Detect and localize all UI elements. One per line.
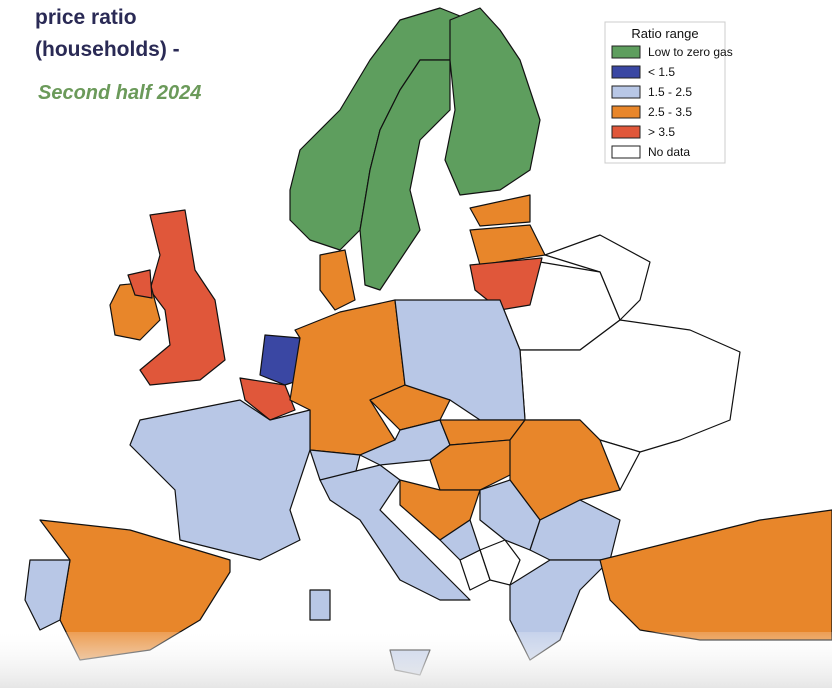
bottom-fade <box>0 632 832 688</box>
country <box>469 224 546 266</box>
legend-label: No data <box>648 145 690 159</box>
country <box>369 384 451 431</box>
country <box>469 257 543 311</box>
country <box>439 519 481 561</box>
legend-swatch <box>611 45 641 59</box>
subtitle: Second half 2024 <box>38 82 201 104</box>
legend-label: 1.5 - 2.5 <box>648 85 692 99</box>
title-line: (households) - <box>35 38 180 61</box>
country <box>319 249 356 311</box>
country <box>444 7 541 196</box>
title-line: price ratio <box>35 6 137 29</box>
legend-swatch <box>611 65 641 79</box>
legend-swatch <box>611 145 641 159</box>
country <box>359 59 451 291</box>
country <box>129 399 311 561</box>
legend-label: Low to zero gas <box>648 45 733 59</box>
legend-label: < 1.5 <box>648 65 675 79</box>
legend-label: > 3.5 <box>648 125 675 139</box>
countries <box>24 7 832 676</box>
country <box>127 269 153 299</box>
legend-swatch <box>611 105 641 119</box>
country <box>469 194 531 227</box>
country <box>319 464 471 601</box>
legend: Ratio range Low to zero gas < 1.5 1.5 - 2.… <box>604 21 733 164</box>
country <box>599 509 832 641</box>
country <box>24 559 71 631</box>
legend-swatch <box>611 125 641 139</box>
legend-swatch <box>611 85 641 99</box>
legend-label: 2.5 - 3.5 <box>648 105 692 119</box>
legend-title: Ratio range <box>631 26 698 41</box>
country <box>239 377 296 421</box>
country <box>309 589 331 621</box>
